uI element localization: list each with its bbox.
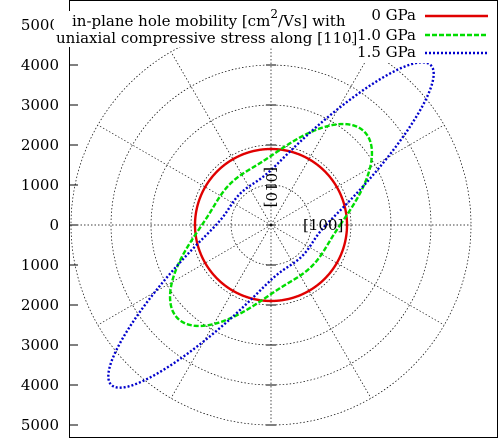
r-tick-label: 0 [49, 216, 59, 234]
legend-label-1: 1.0 GPa [357, 26, 416, 44]
r-tick-label: 1000 [21, 176, 59, 194]
title-backdrop [54, 11, 344, 47]
annotation-y-direction: [010] [262, 167, 280, 207]
r-tick-label: 2000 [21, 136, 59, 154]
title-superscript: 2 [270, 7, 278, 21]
grid-spoke-330 [270, 224, 445, 326]
plot-frame [69, 0, 498, 438]
r-tick-label: 1000 [21, 256, 59, 274]
title-line-1-main: in-plane hole mobility [cm [72, 12, 270, 30]
annotation-x-direction: [100] [303, 216, 343, 234]
polar-grid [70, 24, 472, 426]
r-tick-label: 5000 [21, 416, 59, 434]
r-tick-label: 4000 [21, 56, 59, 74]
series-line-2 [107, 61, 435, 389]
r-tick-label: 5000 [21, 16, 59, 34]
r-tick-label: 3000 [21, 96, 59, 114]
grid-spoke-300 [270, 224, 372, 399]
r-tick-label: 4000 [21, 376, 59, 394]
legend-label-2: 1.5 GPa [357, 43, 416, 61]
title-line-1-tail: /Vs] with [278, 12, 346, 30]
r-tick-label: 3000 [21, 336, 59, 354]
title-line-2: uniaxial compressive stress along [110] [56, 29, 358, 47]
r-tick-label: 2000 [21, 296, 59, 314]
series-line-1 [168, 122, 374, 328]
legend: 0 GPa 1.0 GPa 1.5 GPa [356, 3, 492, 63]
series-layer [107, 61, 435, 389]
grid-spoke-120 [170, 51, 272, 226]
series-line-0 [193, 147, 349, 303]
grid-spoke-210 [97, 224, 272, 326]
r-axis: 5000 4000 3000 2000 1000 0 1000 2000 3000 4000 500… [21, 16, 78, 434]
grid-ring-2000 [190, 144, 352, 306]
title-line-1: in-plane hole mobility [cm2/Vs] with [72, 7, 346, 30]
chart-title: in-plane hole mobility [cm2/Vs] with uni… [54, 7, 358, 47]
legend-label-0: 0 GPa [371, 6, 416, 24]
grid-spoke-150 [97, 124, 272, 226]
